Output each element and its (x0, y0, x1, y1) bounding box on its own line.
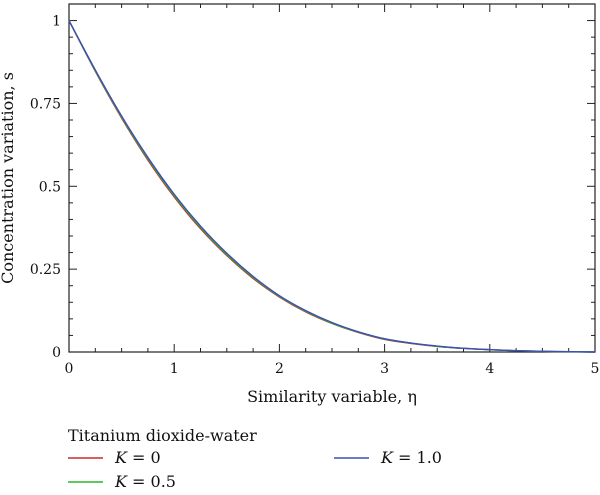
x-axis-title: Similarity variable, η (247, 387, 417, 406)
x-tick-label: 0 (65, 361, 74, 377)
series-line-0 (68, 20, 596, 353)
plot-frame (68, 3, 596, 353)
minor-ticks (69, 4, 595, 352)
legend-label-0: K = 0 (114, 448, 161, 467)
y-tick-label: 0 (52, 345, 61, 361)
x-tick-label: 3 (380, 361, 389, 377)
x-tick-label: 2 (275, 361, 284, 377)
y-axis-title: Concentration variation, s (0, 72, 17, 284)
series-lines (68, 20, 596, 353)
y-tick-label: 1 (52, 14, 61, 30)
legend-label-1: K = 0.5 (114, 472, 176, 491)
legend-entries: K = 0 K = 0.5 K = 1.0 (68, 448, 442, 491)
major-ticks (68, 4, 596, 353)
legend-title: Titanium dioxide-water (68, 426, 257, 445)
y-tick-label: 0.25 (30, 262, 61, 278)
y-tick-label: 0.75 (30, 96, 61, 112)
legend: Titanium dioxide-water K = 0 K = 0.5 K = 1… (68, 426, 442, 491)
legend-label-2: K = 1.0 (380, 448, 442, 467)
y-tick-labels: 0 0.25 0.5 0.75 1 (30, 14, 61, 361)
x-tick-label: 5 (591, 361, 600, 377)
x-tick-label: 4 (485, 361, 494, 377)
x-tick-labels: 0 1 2 3 4 5 (65, 361, 600, 377)
x-tick-label: 1 (170, 361, 179, 377)
series-line-1 (68, 20, 596, 353)
y-tick-label: 0.5 (39, 179, 61, 195)
series-line-2 (68, 20, 596, 353)
